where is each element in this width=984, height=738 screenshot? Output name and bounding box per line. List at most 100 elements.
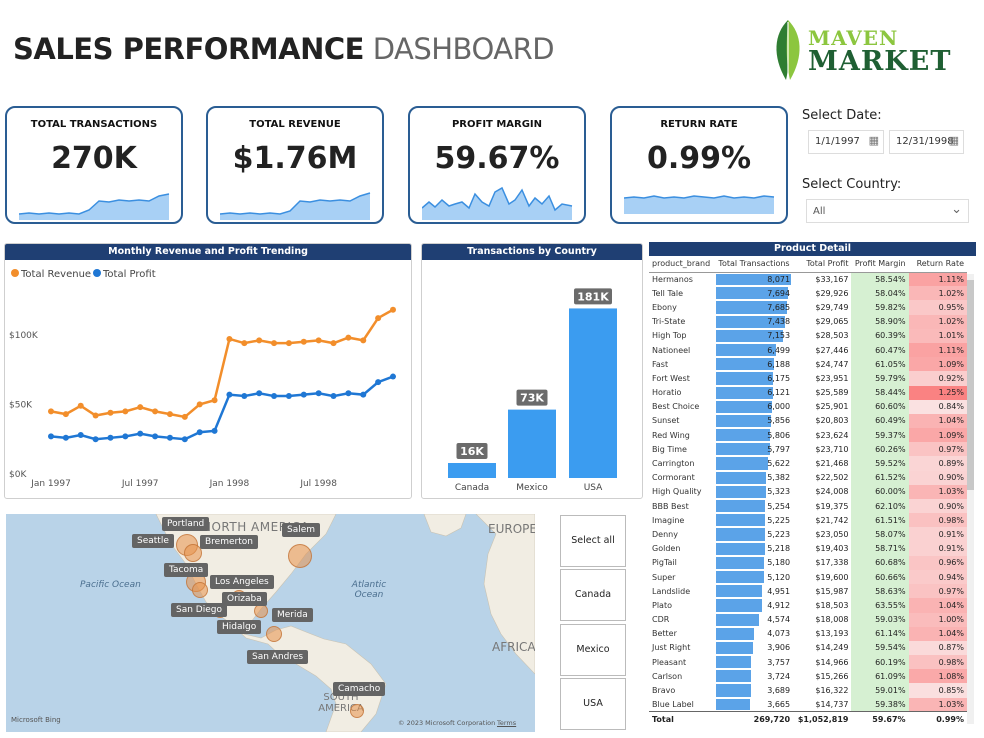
table-row[interactable]: Denny 5,223 $23,050 58.07% 0.91% xyxy=(649,527,967,542)
slicer-canada[interactable]: Canada xyxy=(560,569,626,621)
transactions-value: 5,856 xyxy=(767,416,791,426)
map-bubble[interactable] xyxy=(288,544,312,568)
table-row[interactable]: Hermanos 8,071 $33,167 58.54% 1.11% xyxy=(649,272,967,287)
col-header[interactable]: product_brand xyxy=(649,256,716,273)
map-city-label[interactable]: Merida xyxy=(272,608,313,622)
cell-profit: $29,065 xyxy=(815,317,849,327)
table-row[interactable]: Better 4,073 $13,193 61.14% 1.04% xyxy=(649,626,967,641)
table-row[interactable]: Fort West 6,175 $23,951 59.79% 0.92% xyxy=(649,371,967,386)
kpi-value: 59.67% xyxy=(434,141,560,176)
table-row[interactable]: Fast 6,188 $24,747 61.05% 1.09% xyxy=(649,357,967,372)
table-row[interactable]: CDR 4,574 $18,008 59.03% 1.00% xyxy=(649,612,967,627)
country-map[interactable]: Pacific Ocean Atlantic Ocean NORTH AMERI… xyxy=(6,514,535,732)
calendar-icon[interactable]: ▦ xyxy=(948,134,959,147)
cell-transactions: 6,121 xyxy=(715,386,793,400)
cell-transactions: 3,757 xyxy=(715,655,793,669)
cell-profit: $15,266 xyxy=(815,671,849,681)
map-terms-link[interactable]: Terms xyxy=(497,719,517,727)
map-bubble[interactable] xyxy=(266,626,282,642)
map-bubble[interactable] xyxy=(350,704,364,718)
cell-brand: Plato xyxy=(652,600,672,610)
table-row[interactable]: Tell Tale 7,694 $29,926 58.04% 1.02% xyxy=(649,286,967,301)
cell-profit-margin: 58.90% xyxy=(851,314,909,329)
cell-transactions: 5,382 xyxy=(715,471,793,485)
data-point xyxy=(345,390,352,397)
map-city-label[interactable]: San Diego xyxy=(171,603,227,617)
table-row[interactable]: Best Choice 6,000 $25,901 60.60% 0.84% xyxy=(649,399,967,414)
map-city-label[interactable]: Portland xyxy=(162,517,210,531)
transactions-bar xyxy=(716,400,772,413)
table-row[interactable]: Plato 4,912 $18,503 63.55% 1.04% xyxy=(649,598,967,613)
table-row[interactable]: PigTail 5,180 $17,338 60.68% 0.96% xyxy=(649,555,967,570)
table-row[interactable]: Blue Label 3,665 $14,737 59.38% 1.03% xyxy=(649,697,967,712)
table-row[interactable]: Red Wing 5,806 $23,624 59.37% 1.09% xyxy=(649,428,967,443)
col-header[interactable]: Total Profit xyxy=(793,256,852,273)
table-row[interactable]: BBB Best 5,254 $19,375 62.10% 0.90% xyxy=(649,499,967,514)
table-row[interactable]: Sunset 5,856 $20,803 60.49% 1.04% xyxy=(649,413,967,429)
table-row[interactable]: Nationeel 6,499 $27,446 60.47% 1.11% xyxy=(649,342,967,358)
table-row[interactable]: High Top 7,153 $28,503 60.39% 1.01% xyxy=(649,328,967,343)
date-end-input[interactable]: 12/31/1998 ▦ xyxy=(889,130,964,154)
map-bubble[interactable] xyxy=(254,604,268,618)
col-header-sorted[interactable]: Total Transactions xyxy=(715,256,794,273)
map-city-label[interactable]: Seattle xyxy=(132,534,174,548)
table-row[interactable]: Cormorant 5,382 $22,502 61.52% 0.90% xyxy=(649,470,967,485)
date-start-input[interactable]: 1/1/1997 ▦ xyxy=(808,130,884,154)
cell-transactions: 4,073 xyxy=(715,627,793,641)
cell-brand: Best Choice xyxy=(652,402,700,412)
slicer-usa[interactable]: USA xyxy=(560,678,626,730)
col-header[interactable]: Profit Margin xyxy=(851,256,909,273)
col-header[interactable]: Return Rate xyxy=(908,256,967,273)
map-city-label[interactable]: Bremerton xyxy=(200,535,258,549)
cell-brand: Carlson xyxy=(652,671,683,681)
map-city-label[interactable]: San Andres xyxy=(247,650,309,664)
map-city-label[interactable]: Los Angeles xyxy=(210,575,274,589)
cell-profit: $29,926 xyxy=(815,288,849,298)
data-point xyxy=(271,393,278,400)
table-row[interactable]: Super 5,120 $19,600 60.66% 0.94% xyxy=(649,569,967,585)
bar-label-bg xyxy=(516,389,548,406)
map-city-label[interactable]: Salem xyxy=(282,523,321,537)
cell-transactions: 5,254 xyxy=(715,499,793,513)
table-row[interactable]: Bravo 3,689 $16,322 59.01% 0.85% xyxy=(649,683,967,698)
cell-transactions: 4,912 xyxy=(715,598,793,612)
calendar-icon[interactable]: ▦ xyxy=(868,134,879,147)
map-city-label[interactable]: Orizaba xyxy=(222,592,267,606)
title-light: DASHBOARD xyxy=(372,32,555,66)
table-row[interactable]: Big Time 5,797 $23,710 60.26% 0.97% xyxy=(649,442,967,457)
table-row[interactable]: Carrington 5,622 $21,468 59.52% 0.89% xyxy=(649,456,967,471)
map-city-label[interactable]: Tacoma xyxy=(164,563,209,577)
slicer-select-all[interactable]: Select all xyxy=(560,515,626,567)
total-cell: 269,720 xyxy=(715,711,794,726)
transactions-value: 4,912 xyxy=(767,600,791,610)
table-row[interactable]: High Quality 5,323 $24,008 60.00% 1.03% xyxy=(649,484,967,499)
cell-profit-margin: 61.14% xyxy=(851,626,909,641)
slicer-mexico[interactable]: Mexico xyxy=(560,624,626,676)
table-row[interactable]: Ebony 7,685 $29,749 59.82% 0.95% xyxy=(649,300,967,315)
transactions-bar xyxy=(716,429,771,442)
transactions-bar xyxy=(716,528,765,541)
table-row[interactable]: Tri-State 7,438 $29,065 58.90% 1.02% xyxy=(649,314,967,329)
table-row[interactable]: Horatio 6,121 $25,589 58.44% 1.25% xyxy=(649,385,967,400)
map-bubble[interactable] xyxy=(184,544,202,562)
map-bubble[interactable] xyxy=(192,582,208,598)
cell-brand: Tell Tale xyxy=(652,288,684,298)
table-row[interactable]: Carlson 3,724 $15,266 61.09% 1.08% xyxy=(649,669,967,684)
cell-transactions: 5,223 xyxy=(715,527,793,541)
series-line xyxy=(50,375,394,441)
category-label: Canada xyxy=(455,483,489,493)
cell-brand: Tri-State xyxy=(652,317,686,327)
scrollbar-thumb[interactable] xyxy=(967,280,974,490)
table-row[interactable]: Pleasant 3,757 $14,966 60.19% 0.98% xyxy=(649,655,967,670)
bar xyxy=(508,409,556,478)
table-row[interactable]: Imagine 5,225 $21,742 61.51% 0.98% xyxy=(649,513,967,528)
table-scrollbar[interactable] xyxy=(967,274,974,724)
map-city-label[interactable]: Hidalgo xyxy=(217,620,262,634)
map-city-label[interactable]: Camacho xyxy=(333,682,386,696)
country-dropdown[interactable]: All ⌄ xyxy=(806,199,969,223)
table-row[interactable]: Golden 5,218 $19,403 58.71% 0.91% xyxy=(649,541,967,556)
table-row[interactable]: Just Right 3,906 $14,249 59.54% 0.87% xyxy=(649,640,967,656)
cell-return-rate: 0.91% xyxy=(908,541,967,556)
table-row[interactable]: Landslide 4,951 $15,987 58.63% 0.97% xyxy=(649,584,967,599)
total-cell: 59.67% xyxy=(851,711,909,726)
